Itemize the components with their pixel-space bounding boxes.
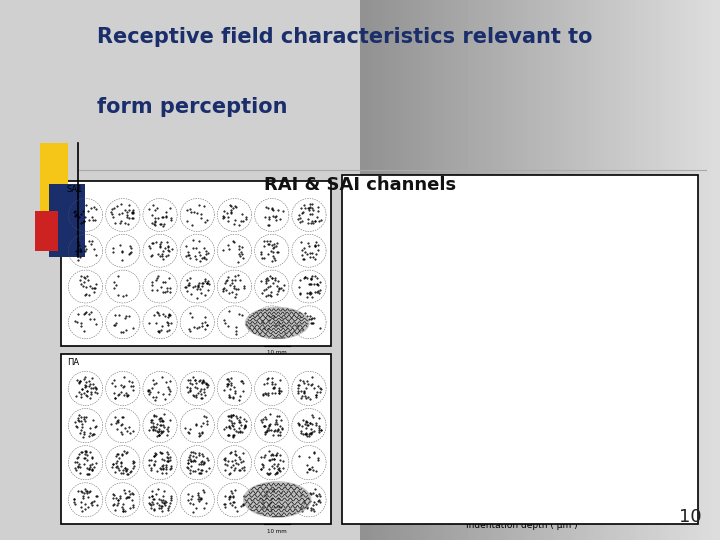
Text: 10 mm: 10 mm (267, 529, 287, 534)
Bar (35, 211, 58, 251)
Text: ПА: ПА (67, 358, 79, 367)
X-axis label: Indentation depth ( μm ): Indentation depth ( μm ) (466, 521, 578, 530)
Bar (342, 176, 698, 524)
Text: RAI & SAI channels: RAI & SAI channels (264, 176, 456, 193)
Text: 10 mm: 10 mm (267, 350, 287, 355)
Y-axis label: Area (mm² ): Area (mm² ) (344, 406, 354, 461)
Ellipse shape (243, 481, 311, 518)
Text: Receptive field characteristics relevant to: Receptive field characteristics relevant… (97, 27, 593, 47)
Bar (61, 181, 331, 346)
Legend: RA, SA1: RA, SA1 (374, 366, 408, 389)
Y-axis label: Area (mm²): Area (mm²) (344, 240, 354, 292)
Text: form perception: form perception (97, 97, 288, 117)
Legend: RA, SA1: RA, SA1 (374, 198, 413, 221)
Bar (61, 354, 331, 524)
Bar (49, 184, 85, 256)
Bar (40, 143, 68, 216)
Text: 10: 10 (680, 509, 702, 526)
Ellipse shape (245, 307, 310, 339)
Text: SA1: SA1 (67, 185, 84, 194)
